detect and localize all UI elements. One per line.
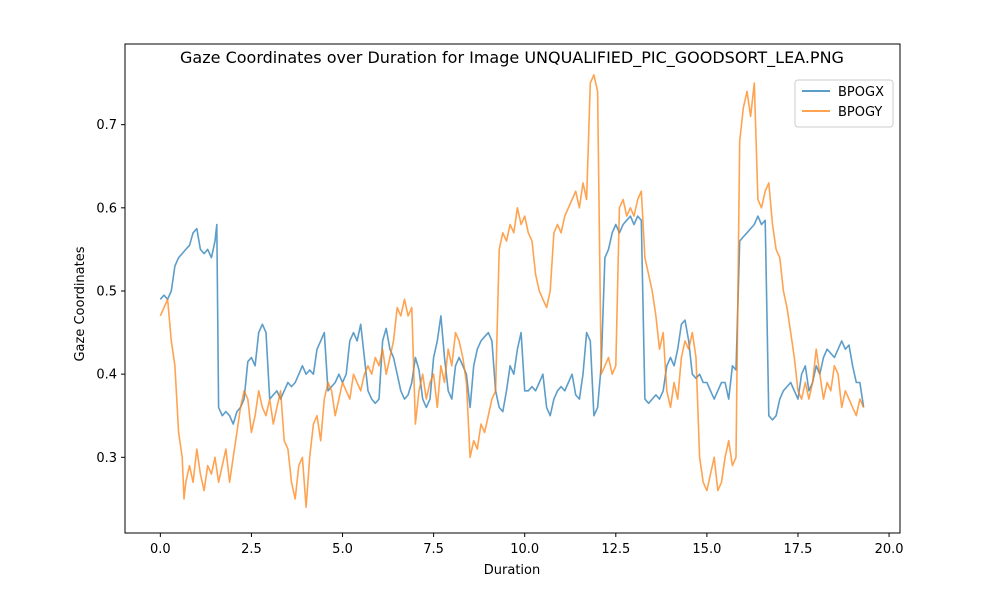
plot-area: 0.0 2.5 5.0 7.5 10.0 12.5 15.0 17.5 20.0 0.30.40…	[96, 43, 904, 557]
x-tick-label: 7.5	[423, 542, 444, 557]
chart-title: Gaze Coordinates over Duration for Image…	[180, 48, 844, 68]
x-tick-label: 15.0	[692, 542, 721, 557]
x-tick-label: 5.0	[332, 542, 353, 557]
x-tick-label: 10.0	[510, 542, 539, 557]
legend-label-bpogy: BPOGY	[838, 105, 882, 120]
legend-label-bpogx: BPOGX	[838, 85, 884, 100]
x-tick-label: 20.0	[875, 542, 904, 557]
y-axis-label: Gaze Coordinates	[73, 246, 88, 361]
x-tick-label: 17.5	[784, 542, 813, 557]
y-tick-label: 0.3	[96, 451, 117, 466]
y-tick-label: 0.6	[96, 201, 117, 216]
y-tick-label: 0.7	[96, 118, 117, 133]
legend: BPOGX BPOGY	[794, 79, 894, 128]
y-axis: 0.3 0.4 0.5 0.6 0.7	[96, 118, 125, 466]
series-line-bpogx	[159, 215, 865, 425]
x-tick-label: 0.0	[150, 542, 171, 557]
x-axis-label: Duration	[484, 563, 540, 578]
y-tick-label: 0.5	[96, 284, 117, 299]
x-tick-label: 2.5	[241, 542, 262, 557]
x-tick-label: 12.5	[601, 542, 630, 557]
axes-frame	[124, 43, 901, 534]
series-layer	[159, 74, 865, 508]
y-tick-label: 0.4	[96, 368, 117, 383]
x-axis: 0.0 2.5 5.0 7.5 10.0 12.5 15.0 17.5 20.0	[150, 533, 904, 557]
series-line-bpogy	[159, 74, 865, 508]
